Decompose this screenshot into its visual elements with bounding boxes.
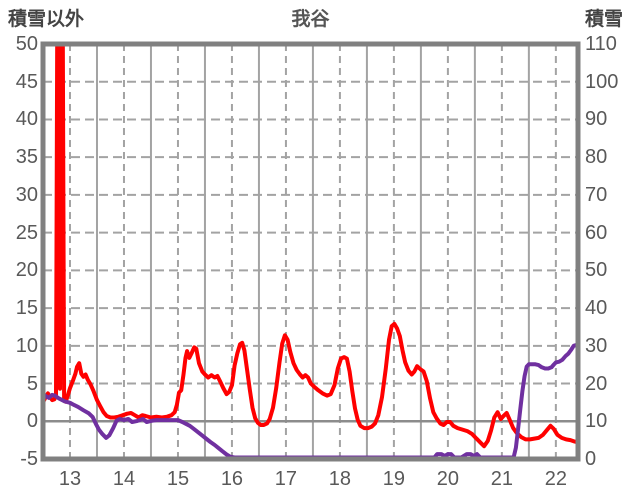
- chart-title: 我谷: [291, 9, 330, 30]
- plot-border: [40, 41, 581, 462]
- x-axis-tick-label: 16: [220, 468, 244, 490]
- left-axis-tick-label: 50: [15, 33, 38, 55]
- right-axis-tick-label: 0: [585, 448, 597, 470]
- right-axis-tick-label: 70: [585, 183, 608, 206]
- right-axis-tick-label: 110: [585, 33, 617, 55]
- x-axis-tick-label: 18: [328, 468, 352, 490]
- left-axis-tick-label: 20: [15, 259, 38, 282]
- right-axis-tick-label: 20: [585, 372, 608, 395]
- left-axis-tick-label: 35: [15, 146, 38, 169]
- x-axis-tick-label: 13: [58, 468, 82, 490]
- right-axis-tick-label: 60: [585, 221, 608, 244]
- left-axis-tick-label: -5: [20, 448, 38, 470]
- x-axis-tick-label: 21: [490, 468, 513, 490]
- x-axis-tick-label: 15: [166, 468, 190, 490]
- right-axis-tick-label: 100: [585, 70, 619, 93]
- series-left-line: [41, 42, 580, 449]
- left-axis-tick-label: 10: [15, 334, 38, 357]
- left-axis-tick-label: 40: [15, 108, 38, 131]
- right-axis-tick-label: 40: [585, 297, 608, 320]
- left-axis-title: 積雪以外: [8, 9, 85, 30]
- x-axis-tick-label: 22: [544, 468, 567, 490]
- x-axis-tick-label: 19: [382, 468, 406, 490]
- right-axis-tick-label: 50: [585, 259, 608, 282]
- right-axis-title: 積雪: [585, 9, 624, 30]
- right-axis-tick-label: 80: [585, 146, 608, 169]
- x-axis-tick-label: 20: [436, 468, 460, 490]
- x-axis-tick-label: 17: [274, 468, 298, 490]
- right-axis-tick-label: 90: [585, 108, 608, 131]
- left-axis-tick-label: 30: [15, 183, 38, 206]
- x-axis-tick-label: 14: [112, 468, 136, 490]
- right-axis-tick-label: 30: [585, 334, 608, 357]
- right-axis-tick-label: 10: [585, 410, 608, 433]
- left-axis-tick-label: 25: [15, 221, 38, 244]
- left-axis-tick-label: 15: [15, 297, 38, 320]
- left-axis-tick-label: 0: [26, 410, 38, 433]
- left-axis-tick-label: 5: [26, 372, 38, 395]
- left-axis-tick-label: 45: [15, 70, 38, 93]
